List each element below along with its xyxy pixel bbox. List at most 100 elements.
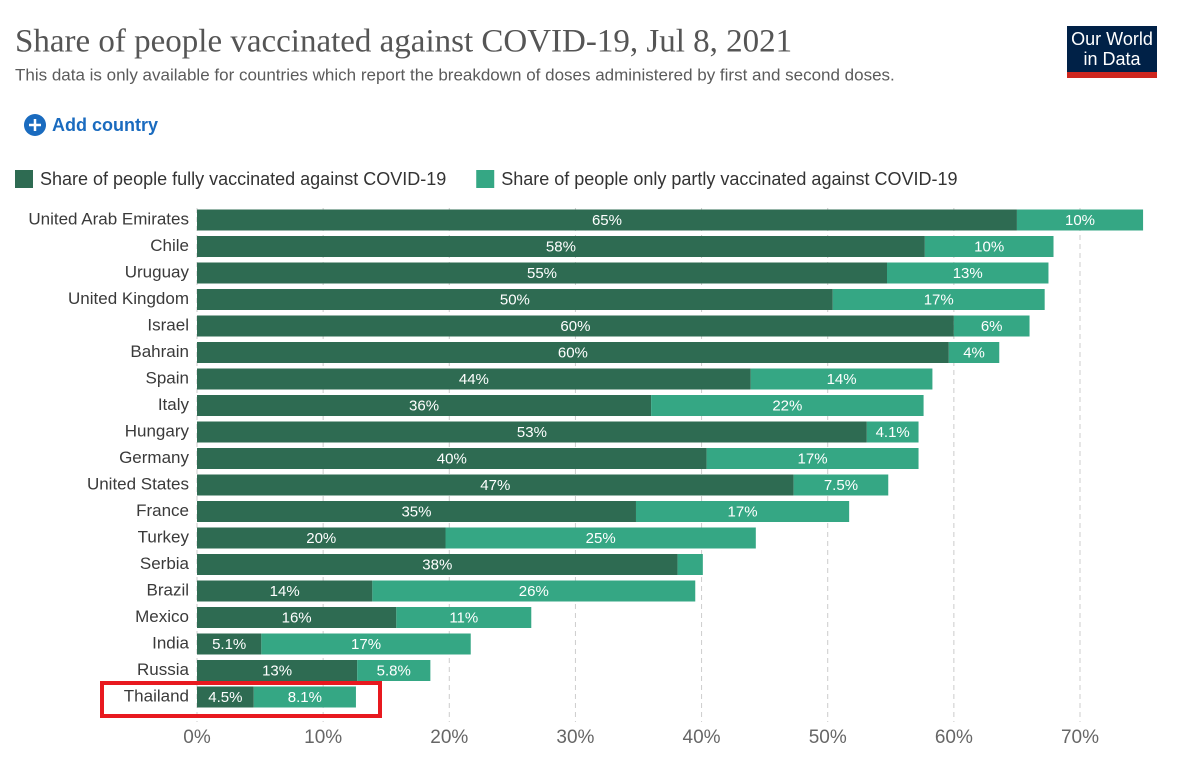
- y-tick-label: United Arab Emirates: [28, 209, 189, 228]
- y-tick-label: India: [152, 633, 189, 652]
- logo-bar: [1067, 72, 1157, 78]
- value-label: 26%: [519, 583, 549, 600]
- y-tick-label: Thailand: [124, 686, 189, 705]
- y-tick-label: Bahrain: [130, 342, 189, 361]
- value-label: 17%: [798, 450, 828, 467]
- legend-label: Share of people only partly vaccinated a…: [501, 169, 957, 189]
- bar-segment: [197, 262, 888, 284]
- value-label: 36%: [409, 397, 439, 414]
- value-label: 35%: [401, 503, 431, 520]
- value-label: 50%: [500, 291, 530, 308]
- value-label: 13%: [262, 662, 292, 679]
- bar-segment: [357, 660, 431, 681]
- value-label: 58%: [546, 238, 576, 255]
- x-tick-label: 40%: [683, 727, 721, 748]
- legend-label: Share of people fully vaccinated against…: [40, 169, 446, 189]
- bar-segment: [197, 686, 254, 708]
- bar-segment: [948, 342, 1000, 363]
- bar-segment: [197, 315, 954, 337]
- bar-segment: [197, 342, 949, 363]
- legend-swatch: [476, 170, 495, 188]
- bar-segment: [651, 395, 924, 416]
- value-label: 4.1%: [876, 424, 910, 441]
- bar-segment: [197, 395, 652, 416]
- add-icon-plus: [29, 119, 41, 131]
- y-tick-label: Chile: [150, 236, 189, 255]
- bar-segment: [706, 448, 919, 469]
- value-label: 14%: [827, 371, 857, 388]
- add-country-label: Add country: [52, 115, 158, 135]
- value-label: 7.5%: [824, 477, 858, 494]
- y-tick-label: Germany: [119, 448, 189, 467]
- y-tick-label: Israel: [147, 315, 189, 334]
- x-tick-label: 60%: [935, 727, 973, 748]
- value-label: 8.1%: [288, 689, 322, 706]
- value-label: 65%: [592, 212, 622, 229]
- bar-segment: [197, 448, 707, 469]
- bar-segment: [197, 660, 358, 681]
- bar-segment: [197, 580, 373, 602]
- y-tick-label: Turkey: [138, 527, 190, 546]
- value-label: 4%: [963, 344, 985, 361]
- value-label: 13%: [953, 265, 983, 282]
- value-label: 22%: [772, 397, 802, 414]
- bar-segment: [372, 580, 696, 602]
- bar-segment: [197, 368, 751, 390]
- value-label: 17%: [351, 636, 381, 653]
- value-label: 10%: [974, 238, 1004, 255]
- value-label: 16%: [282, 609, 312, 626]
- bar-segment: [197, 421, 867, 443]
- value-label: 5.1%: [212, 636, 246, 653]
- add-country-button[interactable]: Add country: [24, 114, 158, 136]
- value-label: 47%: [480, 477, 510, 494]
- logo-line: in Data: [1083, 49, 1141, 69]
- bar-segment: [261, 633, 471, 655]
- x-tick-label: 70%: [1061, 727, 1099, 748]
- logo[interactable]: Our World in Data: [1067, 26, 1157, 78]
- y-tick-label: United States: [87, 474, 189, 493]
- bar-segment: [866, 421, 919, 443]
- bar-segment: [197, 554, 678, 575]
- x-tick-label: 50%: [809, 727, 847, 748]
- x-tick-label: 0%: [183, 727, 211, 748]
- logo-box: [1067, 26, 1157, 78]
- y-tick-label: France: [136, 501, 189, 520]
- y-tick-label: Hungary: [125, 421, 190, 440]
- bar-segment: [197, 633, 262, 655]
- value-label: 6%: [981, 318, 1003, 335]
- value-label: 44%: [459, 371, 489, 388]
- bar-segment: [197, 474, 794, 496]
- bar-segment: [677, 554, 703, 575]
- y-tick-label: Uruguay: [125, 262, 190, 281]
- logo-line: Our World: [1071, 29, 1153, 49]
- bar-segment: [197, 527, 446, 549]
- bar-segment: [197, 501, 636, 522]
- y-tick-label: Italy: [158, 395, 190, 414]
- value-label: 14%: [270, 583, 300, 600]
- chart-subtitle: This data is only available for countrie…: [15, 65, 895, 84]
- x-tick-label: 20%: [430, 727, 468, 748]
- x-tick-label: 10%: [304, 727, 342, 748]
- value-label: 20%: [306, 530, 336, 547]
- value-label: 10%: [1065, 212, 1095, 229]
- y-tick-label: Russia: [137, 660, 190, 679]
- value-label: 5.8%: [377, 662, 411, 679]
- bar-segment: [750, 368, 933, 390]
- value-label: 11%: [449, 609, 478, 626]
- value-label: 60%: [560, 318, 590, 335]
- highlight-box: [100, 681, 382, 718]
- value-label: 40%: [437, 450, 467, 467]
- bar-segment: [197, 236, 925, 257]
- bar-segment: [253, 686, 356, 708]
- y-tick-label: Mexico: [135, 607, 189, 626]
- value-label: 55%: [527, 265, 557, 282]
- bar-segment: [832, 289, 1045, 310]
- bar-segment: [396, 607, 532, 628]
- value-label: 17%: [924, 291, 954, 308]
- value-label: 4.5%: [208, 689, 242, 706]
- bar-segment: [197, 209, 1017, 231]
- y-tick-label: United Kingdom: [68, 289, 189, 308]
- bar-segment: [793, 474, 889, 496]
- value-label: 60%: [558, 344, 588, 361]
